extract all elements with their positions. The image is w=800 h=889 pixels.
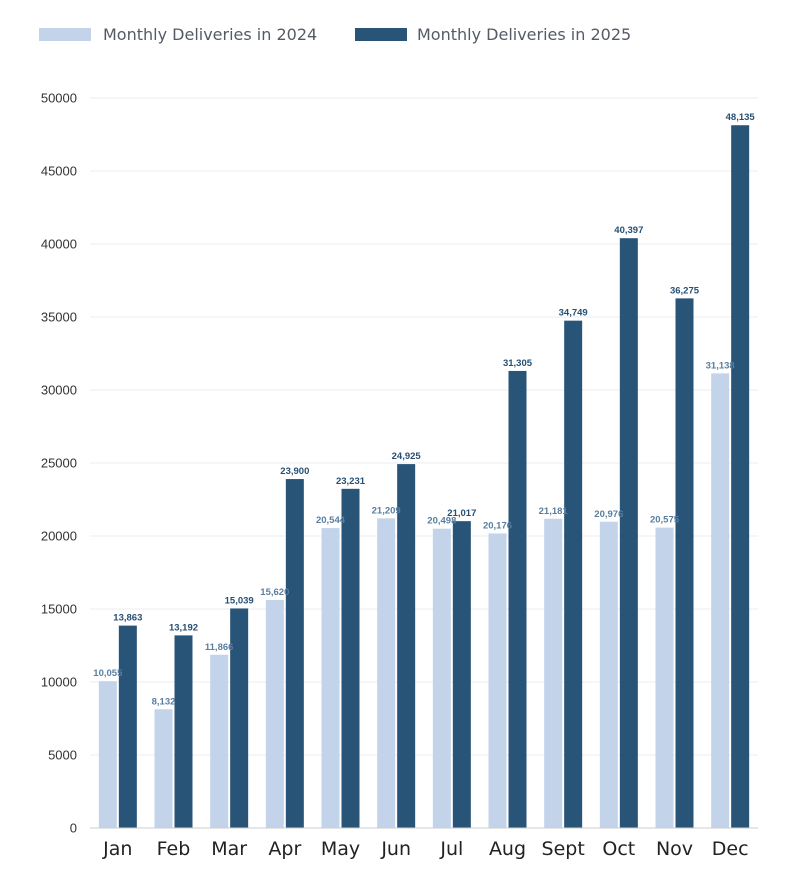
data-label-2025-jul: 21,017 [447, 508, 476, 519]
y-tick-label: 25000 [41, 456, 77, 471]
bar-2024-feb [154, 709, 173, 828]
x-tick-label: Jun [380, 838, 411, 860]
data-label-2024-oct: 20,976 [594, 509, 623, 520]
data-label-2024-jul: 20,498 [427, 516, 456, 527]
bar-2024-jul [432, 528, 451, 828]
legend-swatch-2024 [39, 28, 91, 41]
bar-2024-dec [711, 373, 730, 828]
data-label-2025-aug: 31,305 [503, 358, 533, 369]
bar-2025-may [341, 488, 360, 828]
x-tick-label: Feb [157, 838, 191, 860]
y-tick-label: 50000 [41, 91, 77, 106]
legend-label-2025: Monthly Deliveries in 2025 [417, 25, 631, 44]
y-tick-label: 40000 [41, 237, 77, 252]
bar-2025-jan [118, 625, 137, 828]
bar-2025-dec [731, 125, 750, 828]
x-tick-label: Mar [211, 838, 247, 860]
data-label-2024-apr: 15,620 [260, 587, 289, 598]
bar-2025-jul [452, 521, 471, 828]
bar-2024-oct [599, 521, 618, 828]
x-axis-ticks: Jan Feb Mar Apr May Jun Jul Aug Sept Oct Nov Dec [102, 838, 748, 860]
bar-2024-sept [544, 518, 563, 828]
data-labels: 10,055 13,863 8,132 13,192 11,866 15,039 15,62… [93, 112, 755, 707]
x-tick-label: Oct [602, 838, 635, 860]
data-label-2025-sept: 34,749 [559, 308, 588, 319]
bar-2025-apr [285, 479, 304, 828]
data-label-2025-mar: 15,039 [225, 595, 254, 606]
y-tick-label: 0 [70, 821, 77, 836]
y-tick-label: 45000 [41, 164, 77, 179]
x-tick-label: Jan [102, 838, 132, 860]
y-tick-label: 5000 [48, 748, 77, 763]
y-tick-label: 20000 [41, 529, 77, 544]
y-tick-label: 15000 [41, 602, 77, 617]
data-label-2024-dec: 31,138 [706, 360, 735, 371]
x-tick-label: Nov [656, 838, 693, 860]
data-label-2025-feb: 13,192 [169, 622, 198, 633]
data-label-2024-aug: 20,176 [483, 520, 512, 531]
gridlines [90, 97, 758, 756]
bar-2024-jan [98, 681, 117, 828]
data-label-2025-jan: 13,863 [113, 613, 142, 624]
bar-2025-oct [619, 238, 638, 828]
y-tick-label: 35000 [41, 310, 77, 325]
bars [98, 125, 750, 828]
legend-swatch-2025 [355, 28, 407, 41]
data-label-2024-may: 20,544 [316, 515, 346, 526]
x-tick-label: Sept [542, 838, 585, 860]
x-tick-label: Dec [712, 838, 749, 860]
bar-2025-mar [230, 608, 249, 828]
x-tick-label: May [321, 838, 360, 860]
bar-2025-jun [397, 464, 416, 828]
legend-label-2024: Monthly Deliveries in 2024 [103, 25, 317, 44]
data-label-2024-mar: 11,866 [205, 642, 234, 653]
legend: Monthly Deliveries in 2024 Monthly Deliv… [39, 25, 631, 44]
data-label-2024-jun: 21,209 [372, 505, 401, 516]
bar-2025-aug [508, 370, 527, 828]
bar-2025-feb [174, 635, 193, 828]
data-label-2025-oct: 40,397 [614, 225, 643, 236]
x-tick-label: Aug [489, 838, 526, 860]
x-tick-label: Apr [268, 838, 301, 860]
x-tick-label: Jul [439, 838, 463, 860]
bar-2024-jun [377, 518, 396, 828]
data-label-2024-feb: 8,132 [152, 696, 176, 707]
bar-2025-nov [675, 298, 694, 828]
bar-2024-apr [265, 599, 284, 828]
data-label-2025-jun: 24,925 [392, 451, 422, 462]
data-label-2025-dec: 48,135 [726, 112, 756, 123]
bar-2024-mar [210, 654, 229, 828]
y-tick-label: 10000 [41, 675, 77, 690]
data-label-2025-may: 23,231 [336, 476, 366, 487]
bar-2024-aug [488, 533, 507, 828]
data-label-2024-sept: 21,181 [539, 506, 569, 517]
data-label-2025-nov: 36,275 [670, 285, 700, 296]
bar-2024-nov [655, 527, 674, 828]
bar-2024-may [321, 528, 340, 828]
data-label-2024-nov: 20,575 [650, 515, 680, 526]
data-label-2024-jan: 10,055 [93, 668, 123, 679]
y-axis-ticks: 0 5000 10000 15000 20000 25000 30000 35000 40000… [41, 91, 77, 836]
y-tick-label: 30000 [41, 383, 77, 398]
bar-2025-sept [564, 320, 583, 828]
data-label-2025-apr: 23,900 [280, 466, 309, 477]
